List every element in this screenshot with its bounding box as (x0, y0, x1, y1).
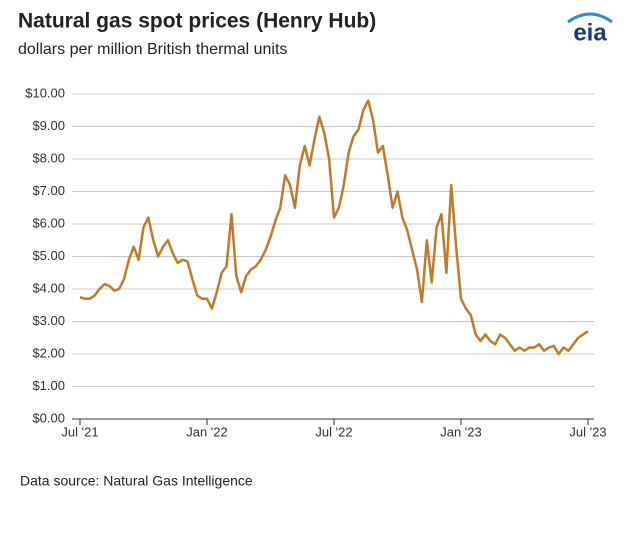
x-tick-label: Jan '22 (186, 424, 228, 439)
x-tick-label: Jul '23 (569, 424, 606, 439)
chart-subtitle: dollars per million British thermal unit… (18, 41, 287, 58)
logo: eia (573, 19, 607, 46)
y-tick-label: $7.00 (32, 183, 65, 198)
price-line (79, 99, 589, 356)
y-tick-label: $5.00 (32, 248, 65, 263)
y-tick-label: $9.00 (32, 118, 65, 133)
x-tick-label: Jul '21 (61, 424, 98, 439)
y-tick-label: $3.00 (32, 313, 65, 328)
logo-arc (567, 12, 613, 24)
chart-title: Natural gas spot prices (Henry Hub) (18, 10, 376, 33)
y-tick-label: $1.00 (32, 378, 65, 393)
y-tick-label: $0.00 (32, 410, 65, 425)
x-tick-label: Jul '22 (315, 424, 352, 439)
source-note: Data source: Natural Gas Intelligence (20, 473, 253, 489)
y-tick-label: $8.00 (32, 150, 65, 165)
y-tick-label: $6.00 (32, 215, 65, 230)
x-tick-label: Jan '23 (440, 424, 482, 439)
y-tick-label: $10.00 (25, 85, 65, 100)
y-tick-label: $4.00 (32, 280, 65, 295)
y-tick-label: $2.00 (32, 345, 65, 360)
